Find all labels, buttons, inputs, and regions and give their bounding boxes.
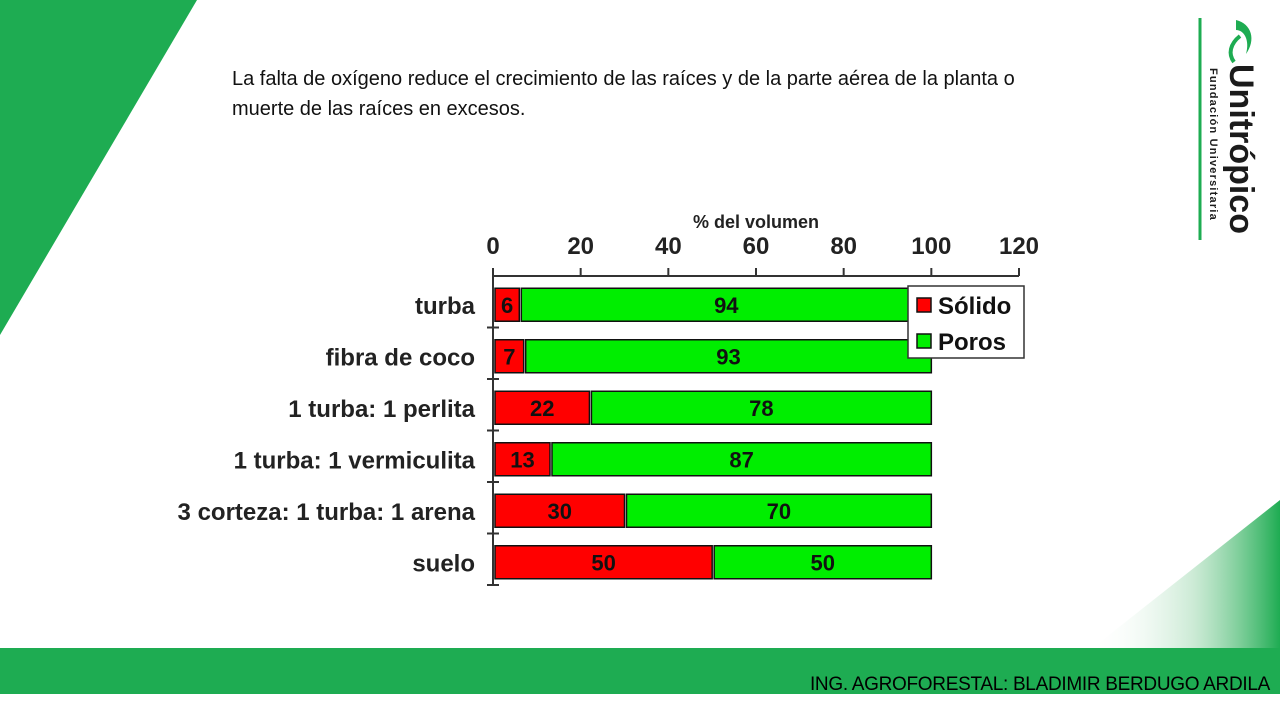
data-label: 50 [811,550,835,575]
x-tick-label: 0 [486,233,499,260]
bar-segment [494,493,626,528]
x-tick-label: 80 [830,233,857,260]
category-label: 1 turba: 1 vermiculita [234,447,476,474]
data-label: 78 [749,396,773,421]
bar-segment [494,545,713,580]
legend-swatch [916,297,932,313]
x-tick-label: 20 [567,233,594,260]
data-label: 93 [716,344,740,369]
legend-label: Sólido [938,293,1011,320]
bar-segment [713,545,933,580]
green-corner-top-left [0,0,197,335]
data-label: 94 [714,293,739,318]
data-label: 30 [548,499,572,524]
data-label: 50 [591,550,615,575]
x-tick-label: 60 [743,233,770,260]
bar-segment [494,390,591,425]
data-label: 7 [503,344,515,369]
bar-segment [494,339,525,374]
legend-label: Poros [938,329,1006,356]
green-footer-band [0,648,1280,694]
bar-segment [590,390,933,425]
bar-segment [494,287,521,322]
footer-author: ING. AGROFORESTAL: BLADIMIR BERDUGO ARDI… [809,674,1270,695]
x-tick-label: 100 [911,233,951,260]
category-label: suelo [412,550,475,577]
unitropico-logo: Unitrópico Fundación Universitaria [1190,14,1266,244]
legend-swatch [916,333,932,349]
data-label: 70 [767,499,791,524]
green-corner-bottom-right [1090,500,1280,650]
slide-text: La falta de oxígeno reduce el crecimient… [232,68,1015,120]
category-label: fibra de coco [326,344,475,371]
x-tick-label: 120 [999,233,1039,260]
data-label: 6 [501,293,513,318]
category-label: turba [415,293,476,320]
logo-name: Unitrópico [1222,64,1260,234]
category-label: 1 turba: 1 perlita [288,396,475,423]
data-label: 87 [729,447,753,472]
data-label: 22 [530,396,554,421]
x-tick-label: 40 [655,233,682,260]
category-label: 3 corteza: 1 turba: 1 arena [178,499,476,526]
bar-segment [551,442,933,477]
logo-subtitle: Fundación Universitaria [1207,68,1219,221]
bar-segment [520,287,933,322]
x-axis-title: % del volumen [693,212,819,232]
bar-segment [625,493,933,528]
bar-segment [494,442,551,477]
stem-icon [1228,34,1242,64]
leaf-icon [1236,20,1252,54]
data-label: 13 [510,447,534,472]
